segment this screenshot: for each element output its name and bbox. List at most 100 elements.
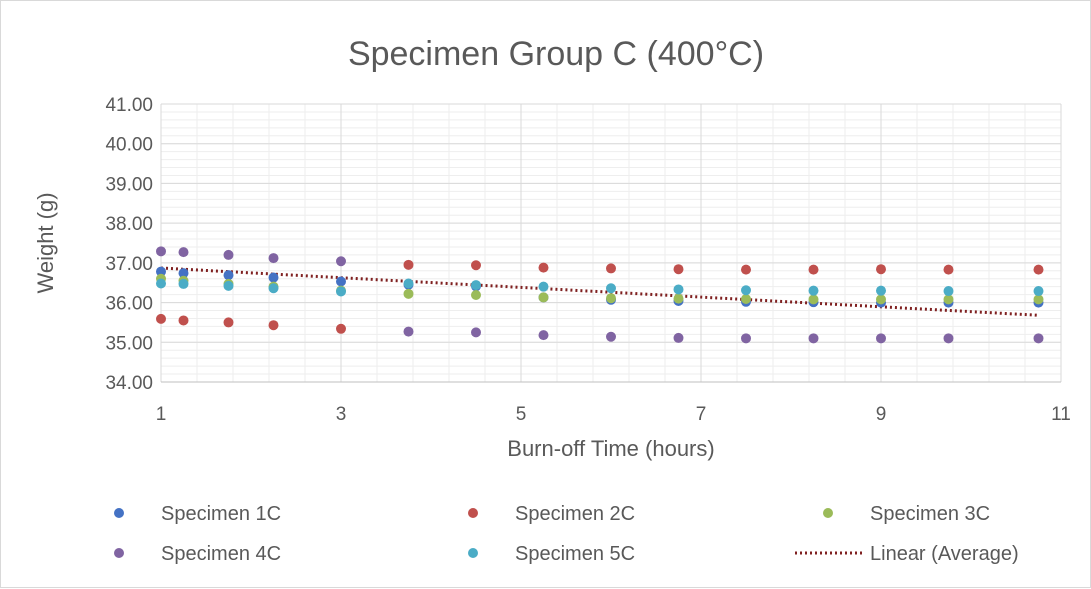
data-point bbox=[178, 278, 189, 289]
major-gridlines bbox=[160, 103, 1062, 383]
series-specimen-5c bbox=[156, 278, 1044, 297]
legend-label: Specimen 1C bbox=[161, 503, 281, 525]
data-point bbox=[268, 320, 279, 331]
data-point bbox=[606, 283, 616, 294]
legend-label: Specimen 5C bbox=[515, 543, 635, 565]
data-point bbox=[943, 333, 954, 344]
y-tick-label: 37.00 bbox=[105, 254, 153, 275]
legend-label: Specimen 3C bbox=[870, 503, 990, 525]
data-point bbox=[808, 333, 819, 344]
data-point bbox=[606, 331, 616, 342]
data-point bbox=[876, 285, 886, 296]
data-point bbox=[178, 247, 189, 258]
data-point bbox=[471, 280, 481, 291]
y-tick-label: 34.00 bbox=[105, 373, 153, 394]
data-point bbox=[876, 333, 886, 344]
data-point bbox=[538, 281, 549, 292]
legend-label: Specimen 4C bbox=[161, 543, 281, 565]
data-point bbox=[1033, 264, 1044, 275]
data-point bbox=[156, 278, 166, 289]
y-tick-label: 35.00 bbox=[105, 333, 153, 354]
y-tick-label: 36.00 bbox=[105, 294, 153, 315]
data-point bbox=[336, 323, 346, 334]
chart-title: Specimen Group C (400°C) bbox=[348, 35, 764, 73]
data-point bbox=[673, 264, 684, 275]
data-point bbox=[223, 280, 234, 291]
legend-marker bbox=[823, 508, 833, 518]
data-point bbox=[268, 253, 279, 264]
data-point bbox=[741, 293, 751, 304]
data-point bbox=[156, 246, 166, 257]
data-point bbox=[156, 313, 166, 324]
data-point bbox=[471, 327, 481, 338]
data-point bbox=[673, 284, 684, 295]
data-point bbox=[268, 272, 279, 283]
x-tick-label: 1 bbox=[156, 404, 167, 425]
data-point bbox=[538, 330, 549, 341]
data-point bbox=[808, 285, 819, 296]
x-tick-label: 7 bbox=[696, 404, 707, 425]
data-point bbox=[178, 268, 189, 279]
data-point bbox=[336, 286, 346, 297]
x-tick-label: 5 bbox=[516, 404, 527, 425]
data-point bbox=[156, 266, 166, 277]
x-tick-label: 9 bbox=[876, 404, 887, 425]
data-point bbox=[471, 290, 481, 301]
data-point bbox=[943, 294, 954, 305]
y-axis-title: Weight (g) bbox=[33, 192, 58, 293]
data-point bbox=[606, 293, 616, 304]
legend-marker bbox=[114, 548, 124, 558]
legend: Specimen 1C Specimen 2C Specimen 3C Specime… bbox=[114, 503, 1019, 565]
x-axis-title: Burn-off Time (hours) bbox=[507, 436, 714, 461]
data-point bbox=[336, 256, 346, 267]
legend-label: Linear (Average) bbox=[870, 543, 1019, 565]
data-point bbox=[403, 259, 414, 270]
trendline-linear-average bbox=[160, 266, 1039, 317]
data-points-layer bbox=[156, 246, 1044, 344]
data-point bbox=[1033, 286, 1044, 297]
data-point bbox=[538, 292, 549, 303]
legend-marker bbox=[114, 508, 124, 518]
data-point bbox=[178, 315, 189, 326]
data-point bbox=[808, 294, 819, 305]
data-point bbox=[1033, 294, 1044, 305]
data-point bbox=[808, 264, 819, 275]
data-point bbox=[268, 283, 279, 294]
data-point bbox=[223, 270, 234, 281]
data-point bbox=[336, 276, 346, 287]
data-point bbox=[606, 263, 616, 274]
legend-marker bbox=[468, 508, 478, 518]
data-point bbox=[471, 260, 481, 271]
y-tick-label: 41.00 bbox=[105, 95, 153, 116]
y-tick-label: 40.00 bbox=[105, 135, 153, 156]
legend-marker bbox=[468, 548, 478, 558]
y-tick-label: 39.00 bbox=[105, 174, 153, 195]
x-tick-label: 3 bbox=[336, 404, 347, 425]
x-tick-label: 11 bbox=[1051, 404, 1071, 425]
data-point bbox=[223, 317, 234, 328]
data-point bbox=[1033, 333, 1044, 344]
data-point bbox=[741, 285, 751, 296]
x-axis-tick-labels: 1 3 5 7 9 11 bbox=[156, 404, 1071, 425]
data-point bbox=[673, 293, 684, 304]
data-point bbox=[223, 249, 234, 260]
data-point bbox=[403, 326, 414, 337]
data-point bbox=[403, 288, 414, 299]
data-point bbox=[943, 286, 954, 297]
data-point bbox=[943, 264, 954, 275]
trendline-layer bbox=[160, 266, 1039, 317]
data-point bbox=[741, 264, 751, 275]
data-point bbox=[673, 332, 684, 343]
legend-label: Specimen 2C bbox=[515, 503, 635, 525]
series-specimen-4c bbox=[156, 246, 1044, 344]
data-point bbox=[876, 294, 886, 305]
series-specimen-2c bbox=[156, 259, 1044, 334]
y-axis-tick-labels: 34.00 35.00 36.00 37.00 38.00 39.00 40.00 41.00 bbox=[105, 95, 153, 394]
data-point bbox=[876, 264, 886, 275]
data-point bbox=[741, 333, 751, 344]
data-point bbox=[538, 262, 549, 273]
y-tick-label: 38.00 bbox=[105, 214, 153, 235]
data-point bbox=[403, 278, 414, 289]
